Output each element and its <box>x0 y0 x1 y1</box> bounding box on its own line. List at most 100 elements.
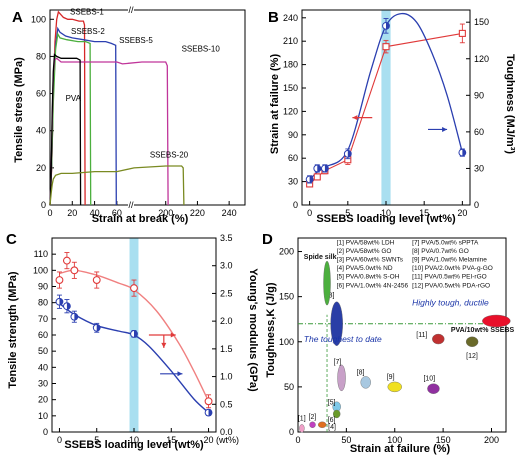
x-tick-label: 60 <box>112 208 122 218</box>
x-tick-label: 200 <box>484 435 499 445</box>
series-label-ssebs-1: SSEBS-1 <box>70 7 104 16</box>
y-tick-label: 40 <box>36 126 46 136</box>
panel-a-ylabel: Tensile stress (MPa) <box>13 57 25 163</box>
panel-letter-d: D <box>262 231 273 248</box>
y-tick-label: 0 <box>293 200 298 210</box>
x-tick-label: 0 <box>57 435 62 445</box>
scatter-point <box>323 260 331 306</box>
axis-break-mark-bottom: // <box>128 200 134 210</box>
x-tick-label: 0 <box>307 208 312 218</box>
y-tick-label: 100 <box>279 337 294 347</box>
y2-tick-label: 2.5 <box>220 288 233 298</box>
y-tick-label: 60 <box>38 330 48 340</box>
scatter-point-label: [7] <box>334 359 342 366</box>
axis-break-mask-bottom <box>128 202 134 207</box>
y-tick-label: 0 <box>289 427 294 437</box>
x-tick-label: 5 <box>345 208 350 218</box>
toughness-point-half <box>309 176 314 183</box>
y-tick-label: 80 <box>38 298 48 308</box>
scatter-point-label: [1] <box>298 415 306 422</box>
panel-c-y2label: Young's modulus (GPa) <box>247 268 259 392</box>
scatter-point <box>427 383 440 394</box>
annotation-highly-tough: Highly tough, ductile <box>412 298 489 308</box>
y-tick-label: 150 <box>283 83 298 93</box>
y2-tick-label: 0.0 <box>220 427 233 437</box>
y-tick-label: 60 <box>288 153 298 163</box>
toughness-point-half <box>386 22 390 30</box>
panel-c: C 0 5 10 15 20 (wt%) 0 10 20 30 40 50 60 70 80 90 100 11… <box>6 231 259 451</box>
y-tick-label: 20 <box>36 163 46 173</box>
y2-tick-label: 3.0 <box>220 261 233 271</box>
x-tick-label: 150 <box>436 435 451 445</box>
y-tick-label: 30 <box>288 177 298 187</box>
scatter-point-label: [8] <box>357 369 365 376</box>
x-tick-label: 20 <box>67 208 77 218</box>
strength-axis-arrow-head <box>170 332 176 338</box>
y-tick-label: 180 <box>283 60 298 70</box>
toughness-point-half <box>324 165 329 172</box>
series-label-ssebs-2: SSEBS-2 <box>71 27 105 36</box>
y-tick-label: 10 <box>38 411 48 421</box>
y-tick-label: 100 <box>31 14 46 24</box>
x-tick-label: 20 (wt%) <box>204 435 240 445</box>
y-tick-label: 30 <box>38 379 48 389</box>
toughness-point-half <box>317 165 321 172</box>
y-tick-label: 110 <box>34 249 48 259</box>
modulus-point-half <box>66 302 71 310</box>
panel-c-xlabel: SSEBS loading level (wt%) <box>64 439 204 451</box>
legend-entry: [11] PVA/0.5wt% PEI-rGO <box>412 274 487 281</box>
modulus-point-half <box>59 298 63 306</box>
y2-tick-label: 1.0 <box>220 372 233 382</box>
legend-entry: [7] PVA/5.0wt% sPPTA <box>412 239 479 246</box>
legend-entry: [3] PVA/60wt% SWNTs <box>337 257 404 264</box>
y-tick-label: 0 <box>43 427 48 437</box>
y-tick-label: 210 <box>283 36 298 46</box>
y2-tick-label: 1.5 <box>220 344 233 354</box>
strength-point <box>62 256 71 265</box>
modulus-point-half <box>96 324 101 332</box>
series-label-pva: PVA <box>66 94 82 103</box>
toughness-axis-arrow-head <box>442 126 448 132</box>
panel-a-frame <box>49 9 246 206</box>
panel-c-ylabel: Tensile strength (MPa) <box>7 271 19 388</box>
strength-point <box>130 284 138 293</box>
annotation-toughest: The toughest to date <box>304 334 382 344</box>
scatter-point <box>360 376 371 389</box>
y-tick-label: 70 <box>38 314 48 324</box>
scatter-point-label: [12] <box>466 353 478 360</box>
y-tick-label: 120 <box>283 106 298 116</box>
panel-d: D 0 50 100 150 200 0 50 100 150 200 [1] PVA/58wt% … <box>262 231 514 455</box>
strength-point <box>70 266 79 275</box>
modulus-point-half <box>208 409 212 416</box>
legend-entry: [2] PVA/58wt% GO <box>337 248 392 255</box>
panel-b-xlabel: SSEBS loading level (wt%) <box>316 213 456 225</box>
toughness-point-half <box>347 150 352 158</box>
scatter-point <box>482 314 511 328</box>
y-tick-label: 90 <box>288 130 298 140</box>
series-label-ssebs-10: SSEBS-10 <box>182 44 221 53</box>
panel-b: B 0 5 10 15 20 0 30 60 90 120 150 180 210 240 0 30 60 90 1… <box>268 9 516 225</box>
scatter-point-label: [5] <box>328 400 336 407</box>
legend-entry: [8] PVA/0.7wt% GO <box>412 248 469 255</box>
strain-point <box>382 43 390 51</box>
scatter-point <box>332 409 341 419</box>
y-tick-label: 200 <box>279 247 294 257</box>
scatter-point <box>309 421 316 428</box>
series-line-ssebs-10 <box>49 57 169 206</box>
legend-entry: [4] PVA/5.0wt% ND <box>337 265 393 272</box>
panel-letter-b: B <box>268 9 279 26</box>
y2-tick-label: 90 <box>474 90 484 100</box>
panel-letter-c: C <box>6 231 17 248</box>
legend-entry: [5] PVA/0.8wt% S-OH <box>337 274 400 281</box>
y2-tick-label: 0.5 <box>220 399 233 409</box>
panel-d-frame <box>297 237 507 433</box>
x-tick-label: 40 <box>90 208 100 218</box>
scatter-point-label: [2] <box>309 414 317 421</box>
strength-point <box>204 397 213 406</box>
toughness-point-half <box>462 149 466 156</box>
x-tick-label: 5 <box>94 435 99 445</box>
scatter-point <box>330 301 343 346</box>
modulus-axis-arrow-head <box>177 371 183 377</box>
x-tick-label: 20 <box>457 208 467 218</box>
